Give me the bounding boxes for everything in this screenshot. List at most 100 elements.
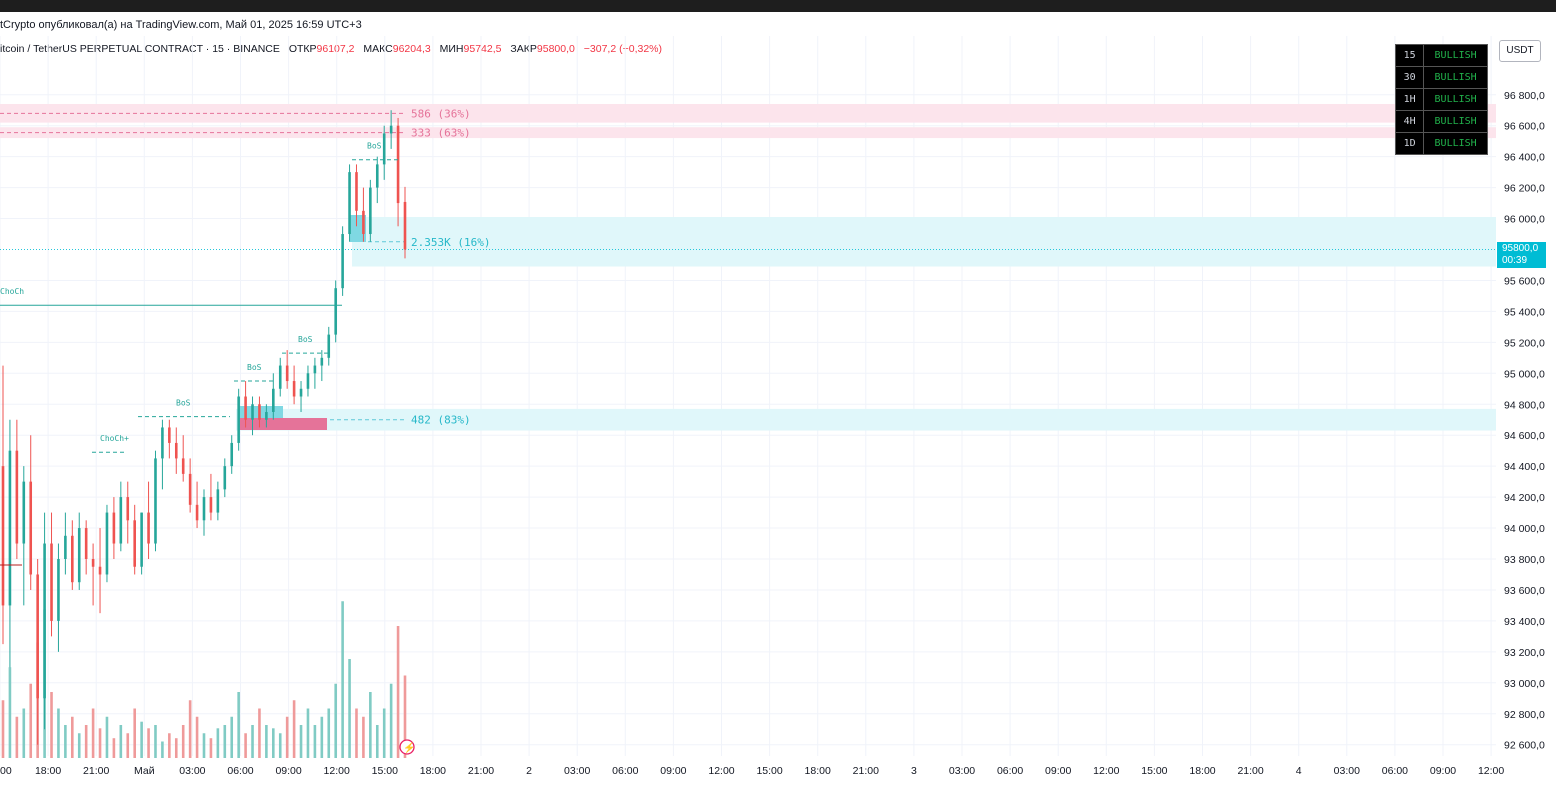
volume-bar (57, 708, 60, 758)
candle-body (216, 489, 220, 513)
candle-body (112, 512, 116, 544)
volume-bar (355, 708, 358, 758)
volume-bar (71, 716, 74, 758)
volume-bar (112, 738, 116, 758)
price-tick-label: 96 800,0 (1504, 90, 1545, 102)
time-tick-label: 03:00 (1334, 765, 1360, 777)
candle-body (64, 535, 67, 559)
time-tick-label: 06:00 (612, 765, 638, 777)
zone-label: 2.353K (16%) (411, 236, 490, 249)
high-value: 96204,3 (392, 43, 431, 55)
volume-bar (362, 716, 365, 758)
volume-bar (389, 683, 393, 758)
volume-bar (8, 667, 12, 758)
volume-bar (299, 725, 303, 758)
time-tick-label: 18:00 (805, 765, 831, 777)
price-tick-label: 95 200,0 (1504, 337, 1545, 349)
price-axis: 96 800,0 96 600,0 96 400,0 96 200,0 96 000,0… (1504, 90, 1545, 752)
currency-button[interactable]: USDT (1499, 40, 1541, 62)
volume-bar (320, 716, 324, 758)
price-tick-label: 94 200,0 (1504, 492, 1545, 504)
volume-bar (292, 700, 296, 758)
time-tick-label: 21:00 (468, 765, 494, 777)
annotations-layer: ChoCh ChoCh+ BoS BoS BoS BoS ⚡ (0, 142, 415, 755)
low-label: МИН (439, 43, 464, 55)
candle-body (278, 365, 282, 389)
mtf-tf: 30 (1394, 66, 1425, 89)
volume-bar (369, 692, 372, 758)
candle-body (98, 566, 102, 575)
mtf-tf: 4H (1394, 110, 1425, 133)
price-tick-label: 95 000,0 (1504, 368, 1545, 380)
candle-body (285, 365, 289, 382)
volume-bar (202, 733, 206, 758)
price-tick-label: 92 600,0 (1504, 740, 1545, 752)
high-label: МАКС (363, 43, 393, 55)
candle-body (195, 504, 199, 521)
zone-label: 333 (63%) (411, 127, 471, 140)
time-tick-label: 12:00 (1093, 765, 1119, 777)
volume-bar (181, 725, 185, 758)
change-value: −307,2 (−0,32%) (583, 43, 663, 55)
volume-bar (119, 725, 123, 758)
candle-body (91, 559, 95, 567)
time-tick-label: 09:00 (275, 765, 301, 777)
symbol-title[interactable]: itcoin / TetherUS PERPETUAL CONTRACT · 1… (0, 43, 280, 55)
price-tick-label: 93 800,0 (1504, 554, 1545, 566)
volume-bar (223, 725, 227, 758)
volume-bar (403, 675, 407, 758)
volume-bar (244, 733, 247, 758)
volume-bar (237, 692, 240, 758)
candle-body (396, 125, 400, 204)
mtf-state: BULLISH (1423, 132, 1488, 155)
mtf-state: BULLISH (1423, 110, 1488, 133)
time-tick-label: 18:00 (35, 765, 61, 777)
candle-body (334, 288, 337, 335)
candle-body (181, 458, 185, 474)
candle-body (362, 210, 365, 235)
volume-bar (216, 728, 220, 758)
candle-body (313, 365, 317, 374)
price-chart[interactable]: 586 (36%)333 (63%)2.353K (16%)482 (83%) … (0, 36, 1556, 792)
price-tick-label: 95 400,0 (1504, 306, 1545, 318)
time-tick-label: 03:00 (179, 765, 205, 777)
volume-bar (396, 626, 400, 758)
volume-bar (161, 741, 164, 758)
candle-body (29, 481, 33, 575)
candle-body (327, 334, 331, 358)
low-value: 95742,5 (463, 43, 502, 55)
volume-bar (98, 728, 102, 758)
mtf-row: 1H BULLISH (1394, 88, 1488, 111)
time-tick-label: 09:00 (660, 765, 686, 777)
time-tick-label: 15:00 (756, 765, 782, 777)
time-tick-label: 06:00 (227, 765, 253, 777)
supply-zone (0, 127, 1496, 139)
structure-label: BoS (367, 142, 382, 151)
mtf-state: BULLISH (1423, 66, 1488, 89)
candle-body (403, 201, 407, 250)
time-tick-label: Май (134, 765, 155, 777)
price-tick-label: 96 600,0 (1504, 121, 1545, 133)
structure-label: BoS (176, 399, 191, 408)
candle-body (154, 458, 157, 544)
open-label: ОТКР (288, 43, 317, 55)
publish-caption: tCrypto опубликовал(а) на TradingView.co… (0, 19, 362, 31)
structure-label: ChoCh+ (100, 434, 129, 443)
volume-bar (22, 708, 26, 758)
candle-body (230, 442, 234, 467)
demand-zone (236, 408, 1496, 431)
volume-bar (84, 725, 88, 758)
volume-bar (64, 725, 67, 758)
time-tick-label: 4 (1296, 765, 1302, 777)
candle-body (237, 396, 240, 443)
demand-block-pink (238, 418, 327, 430)
mtf-row: 30 BULLISH (1394, 66, 1488, 89)
candle-body (43, 543, 46, 699)
volume-bar (147, 728, 150, 758)
volume-bar (188, 700, 192, 758)
open-value: 96107,2 (316, 43, 355, 55)
price-tick-label: 94 600,0 (1504, 430, 1545, 442)
mtf-state: BULLISH (1423, 44, 1488, 67)
price-tick-label: 96 400,0 (1504, 152, 1545, 164)
mtf-state: BULLISH (1423, 88, 1488, 111)
